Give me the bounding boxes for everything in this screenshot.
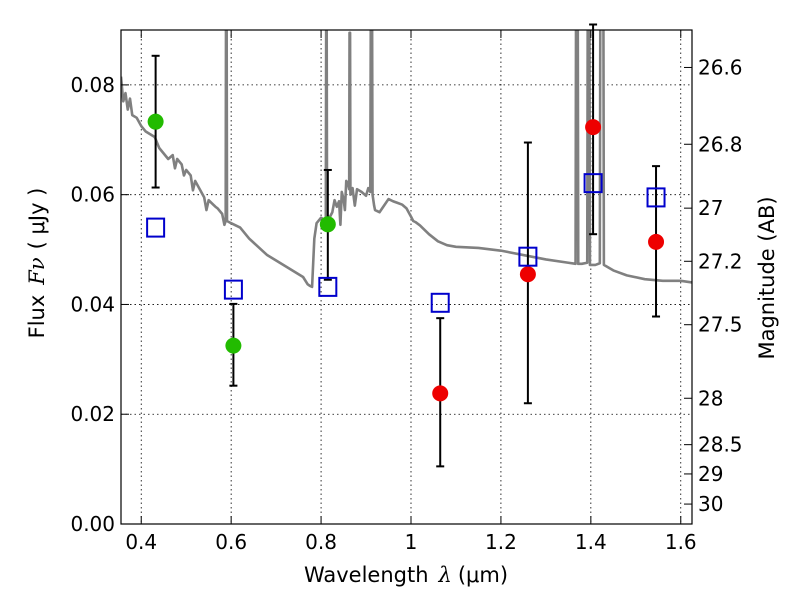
x-tick-label: 1.2: [485, 530, 517, 554]
x-tick-label: 1: [405, 530, 418, 554]
green-observations-point: [319, 216, 336, 233]
mag-tick-label: 28.5: [698, 433, 743, 457]
plot-frame: [120, 29, 693, 525]
green-observations-point: [147, 113, 164, 130]
red-observations-point: [585, 119, 602, 136]
red-observations-point: [432, 385, 449, 402]
red-observations-point: [648, 233, 665, 250]
model-photometry-square: [646, 187, 666, 208]
mag-tick-label: 27: [698, 196, 723, 220]
mag-tick-label: 29: [698, 462, 723, 486]
mag-tick-label: 27.2: [698, 249, 743, 273]
x-axis-label: Wavelength λ (μm): [304, 563, 508, 587]
y-tick-label: 0.08: [70, 73, 115, 97]
y2-axis-label: Magnitude (AB): [755, 196, 779, 359]
y-tick-label: 0.02: [70, 402, 115, 426]
y-axis-label-symbol: Fν: [25, 257, 49, 286]
axes: 0.4 0.6 0.8 1 1.2 1.4 1.6 0.00 0.02 0.04 0.06 0.08 2…: [70, 30, 743, 554]
y-tick-label: 0.00: [70, 512, 115, 536]
x-tick-label: 0.6: [215, 530, 247, 554]
plot-background: [121, 30, 692, 524]
y-axis-label-text: Flux: [25, 295, 49, 339]
y-axis-label-unit: ( μJy ): [25, 188, 49, 250]
y-tick-label: 0.04: [70, 292, 115, 316]
x-tick-label: 1.6: [665, 530, 697, 554]
model-photometry-square: [430, 292, 450, 313]
red-observations-point: [519, 266, 536, 283]
x-tick-label: 0.8: [305, 530, 337, 554]
mag-tick-label: 30: [698, 492, 723, 516]
x-axis-label-unit: (μm): [458, 563, 508, 587]
mag-tick-label: 27.5: [698, 313, 743, 337]
x-axis-label-symbol: λ: [438, 563, 452, 587]
model-photometry-square: [518, 246, 538, 267]
data-layer: [121, 30, 692, 289]
mag-tick-label: 26.8: [698, 132, 743, 156]
mag-tick-label: 28: [698, 386, 723, 410]
model-photometry-square: [583, 173, 603, 194]
spectrum-line: [121, 30, 692, 289]
mag-tick-label: 26.6: [698, 55, 743, 79]
x-tick-label: 1.4: [575, 530, 607, 554]
model-photometry-square: [146, 217, 166, 238]
y-tick-label: 0.06: [70, 183, 115, 207]
model-photometry-square: [318, 276, 338, 297]
errorbar-layer: [146, 23, 666, 468]
x-tick-label: 0.4: [125, 530, 157, 554]
x-axis-label-text: Wavelength: [304, 563, 429, 587]
model-photometry-square: [223, 279, 243, 300]
green-observations-point: [225, 337, 242, 354]
y-axis-label: Flux Fν ( μJy ): [25, 188, 49, 339]
